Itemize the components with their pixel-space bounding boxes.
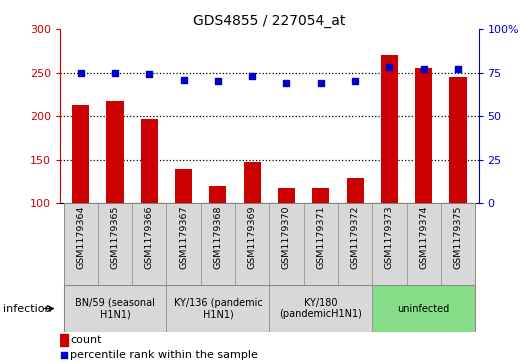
Point [419,66,428,72]
Bar [372,285,475,332]
Text: GSM1179364: GSM1179364 [76,206,85,269]
Bar [175,169,192,290]
Point [316,80,325,86]
Point [454,66,462,72]
Point [248,73,256,79]
Point [214,78,222,84]
Text: KY/180
(pandemicH1N1): KY/180 (pandemicH1N1) [279,298,362,319]
Text: percentile rank within the sample: percentile rank within the sample [70,350,258,360]
Point [145,72,153,77]
Text: KY/136 (pandemic
H1N1): KY/136 (pandemic H1N1) [174,298,262,319]
Bar [166,285,269,332]
Bar [72,105,89,290]
Bar [347,178,363,290]
Text: GSM1179374: GSM1179374 [419,206,428,269]
Bar [209,186,226,290]
Bar [107,101,123,290]
Point [60,352,68,358]
Point [351,78,359,84]
Text: GSM1179365: GSM1179365 [110,206,120,269]
Bar [141,119,158,290]
Text: count: count [70,335,101,345]
Text: GSM1179369: GSM1179369 [248,206,257,269]
Bar [64,285,166,332]
Bar [415,68,432,290]
Text: GSM1179375: GSM1179375 [453,206,462,269]
Text: GSM1179373: GSM1179373 [385,206,394,269]
Point [76,70,85,76]
Text: GSM1179366: GSM1179366 [145,206,154,269]
Text: infection: infection [3,303,51,314]
Text: GSM1179371: GSM1179371 [316,206,325,269]
Text: BN/59 (seasonal
H1N1): BN/59 (seasonal H1N1) [75,298,155,319]
Point [179,77,188,82]
Bar [60,334,67,346]
Bar [381,55,398,290]
Text: GSM1179372: GSM1179372 [350,206,360,269]
Bar [278,188,295,290]
Point [111,70,119,76]
Bar [269,285,372,332]
Bar [312,188,329,290]
Bar [449,77,467,290]
Text: GSM1179368: GSM1179368 [213,206,222,269]
Title: GDS4855 / 227054_at: GDS4855 / 227054_at [193,14,346,28]
Bar [244,162,261,290]
Text: uninfected: uninfected [397,303,450,314]
Point [385,65,394,70]
Text: GSM1179367: GSM1179367 [179,206,188,269]
Point [282,80,291,86]
Text: GSM1179370: GSM1179370 [282,206,291,269]
